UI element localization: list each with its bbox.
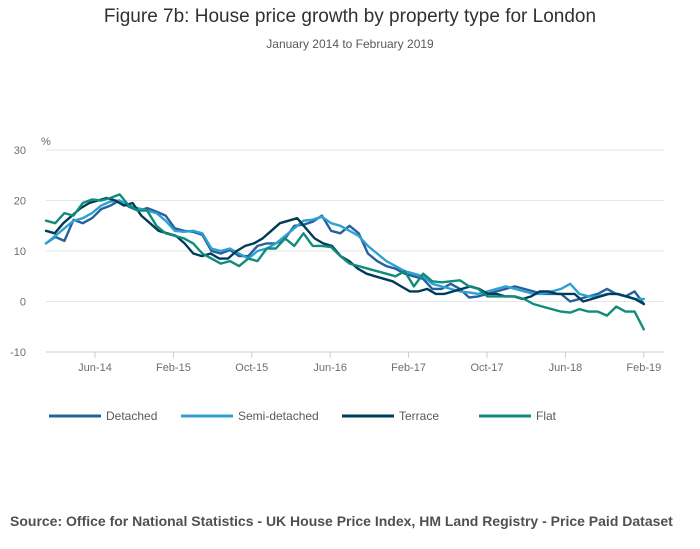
legend-label: Semi-detached — [238, 409, 319, 423]
legend-label: Terrace — [399, 409, 439, 423]
x-axis: Jun-14 Feb-15 Oct-15 Jun-16 Feb-17 Oct-17 Jun-… — [46, 351, 664, 374]
legend-label: Detached — [106, 409, 157, 423]
x-tick-label: Feb-15 — [156, 362, 191, 374]
x-tick-label: Jun-18 — [549, 362, 583, 374]
y-axis-unit-label: % — [41, 136, 51, 148]
x-tick-label: Jun-14 — [78, 362, 112, 374]
x-tick-label: Jun-16 — [313, 362, 347, 374]
y-tick-label: -10 — [10, 347, 26, 359]
x-tick-label: Oct-15 — [235, 362, 268, 374]
gridlines — [46, 149, 664, 353]
chart-title: Figure 7b: House price growth by propert… — [103, 6, 597, 27]
chart-subtitle: January 2014 to February 2019 — [266, 37, 434, 51]
y-tick-label: 10 — [14, 246, 26, 258]
series-lines — [44, 193, 645, 331]
series-line-flat — [44, 193, 645, 331]
x-tick-label: Feb-17 — [391, 362, 426, 374]
source-note: Source: Office for National Statistics -… — [10, 513, 673, 529]
x-tick-label: Feb-19 — [626, 362, 661, 374]
x-tick-label: Oct-17 — [470, 362, 503, 374]
series-line-semi-detached — [44, 199, 645, 301]
y-tick-label: 30 — [14, 145, 26, 157]
series-line-detached — [44, 199, 645, 306]
y-tick-label: 0 — [20, 297, 26, 309]
legend: Detached Semi-detached Terrace Flat — [49, 409, 557, 423]
y-tick-label: 20 — [14, 196, 26, 208]
legend-label: Flat — [536, 409, 557, 423]
y-axis: 30 20 10 0 -10 — [10, 145, 26, 359]
